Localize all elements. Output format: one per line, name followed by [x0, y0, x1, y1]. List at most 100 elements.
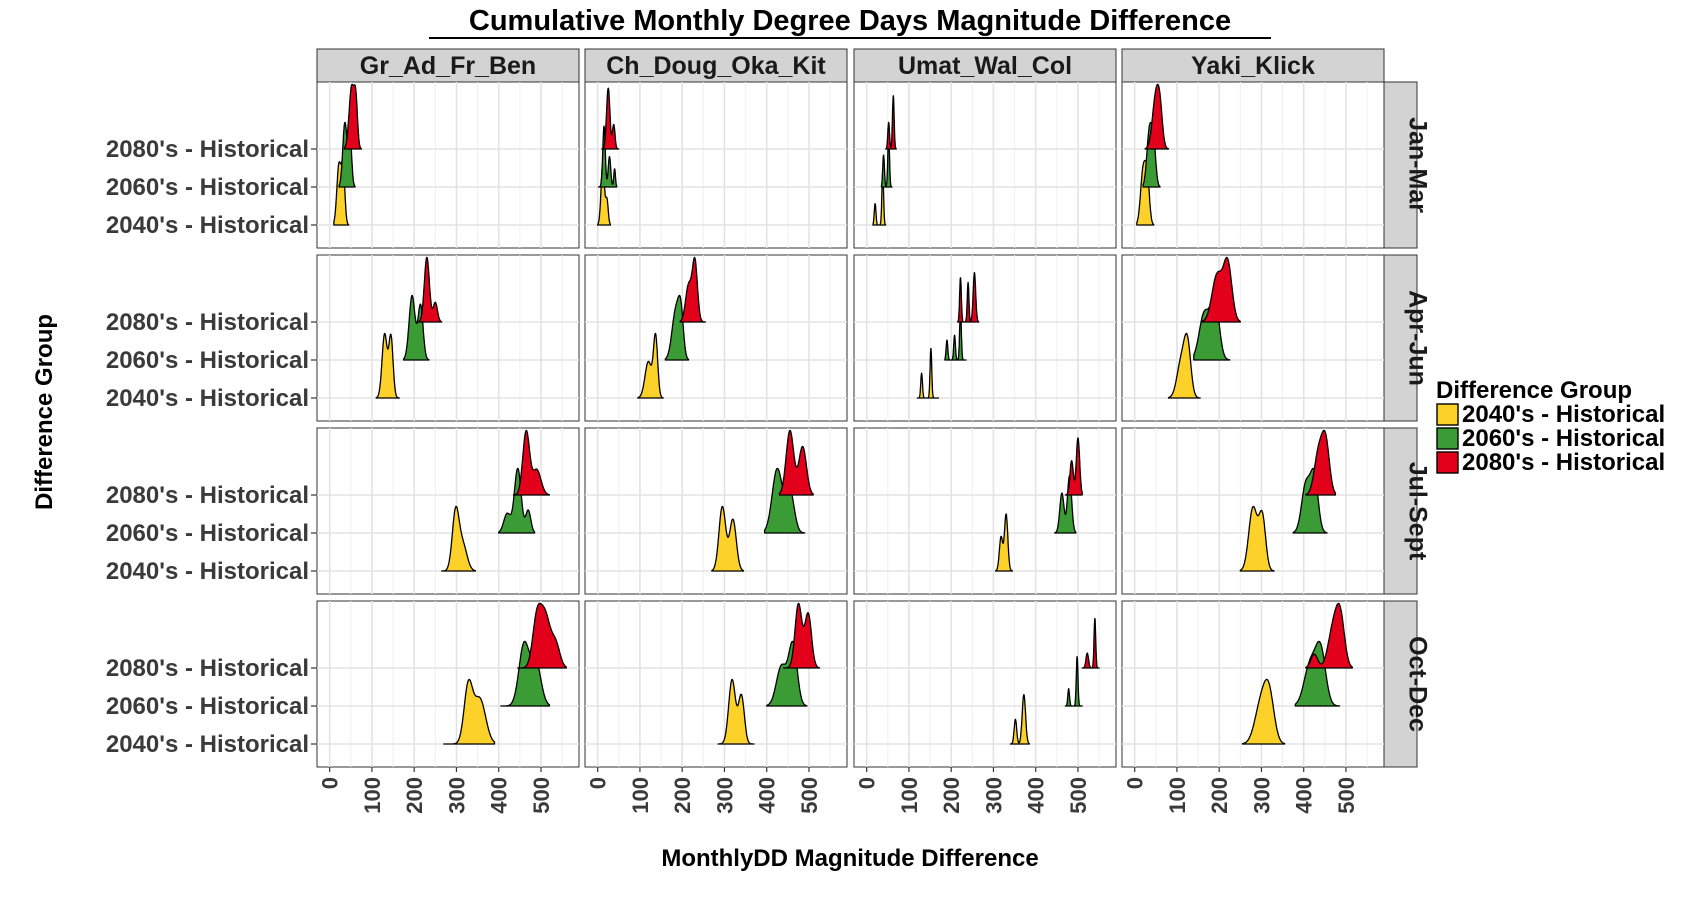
density-ridge [778, 429, 814, 496]
panel-background [853, 254, 1117, 422]
x-tick-label: 400 [755, 777, 780, 814]
density-ridge [679, 256, 707, 323]
density-ridge [766, 640, 808, 707]
column-strip-label: Ch_Doug_Oka_Kit [606, 52, 826, 80]
y-tick-label: 2060's - Historical [106, 347, 309, 374]
ridge-group [441, 429, 551, 572]
density-ridge [1201, 256, 1241, 323]
ridge-group [916, 271, 980, 399]
density-ridge [375, 332, 401, 399]
x-axis-title: MonthlyDD Magnitude Difference [661, 845, 1038, 872]
ridge-group [443, 602, 567, 745]
density-ridge [402, 294, 430, 361]
y-tick-label: 2040's - Historical [106, 212, 309, 239]
row-strip [1383, 600, 1418, 768]
facet-panel [1121, 427, 1385, 595]
panel-background [316, 81, 580, 249]
x-tick-label: 100 [360, 777, 385, 814]
facet-panel [1121, 81, 1385, 249]
y-tick-label: 2060's - Historical [106, 174, 309, 201]
density-ridge [443, 678, 496, 745]
row-strip-label: Apr-Jun [1404, 290, 1432, 386]
ridge-group [1009, 617, 1100, 745]
density-ridge [1305, 429, 1337, 496]
density-ridge [1305, 602, 1353, 669]
legend-label: 2060's - Historical [1462, 425, 1665, 452]
x-tick-label: 500 [1334, 777, 1359, 814]
y-tick-label: 2080's - Historical [106, 482, 309, 509]
x-tick-label: 400 [1292, 777, 1317, 814]
density-ridge [994, 513, 1014, 572]
x-tick-label: 300 [981, 777, 1006, 814]
ridge-group [333, 83, 363, 226]
panel-background [1121, 81, 1385, 249]
density-ridge [1239, 505, 1275, 572]
x-tick-label: 500 [797, 777, 822, 814]
ridge-group [711, 429, 814, 572]
column-strip-label: Umat_Wal_Col [898, 52, 1072, 80]
x-tick-label: 300 [444, 777, 469, 814]
density-ridge [944, 309, 967, 361]
panel-background [853, 81, 1117, 249]
y-axis-title: Difference Group [31, 314, 58, 510]
density-ridge [664, 294, 690, 361]
panel-background [584, 81, 848, 249]
ridge-group [1241, 602, 1353, 745]
row-strip-label: Jul-Sept [1404, 462, 1432, 561]
row-strip-label: Jan-Mar [1404, 117, 1432, 213]
facet-panel [316, 254, 580, 422]
density-ridge [1064, 655, 1083, 707]
y-tick-label: 2040's - Historical [106, 558, 309, 585]
y-tick-label: 2080's - Historical [106, 136, 309, 163]
x-tick-label: 200 [939, 777, 964, 814]
row-strip-label: Oct-Dec [1404, 636, 1432, 732]
density-ridge [1241, 678, 1286, 745]
density-ridge [498, 467, 536, 534]
ridge-group [637, 256, 707, 399]
facet-panel [584, 600, 848, 768]
facet-panel [316, 81, 580, 249]
legend-swatch [1436, 403, 1459, 426]
density-ridge [415, 256, 443, 323]
panel-background [1121, 254, 1385, 422]
density-ridge [916, 347, 940, 399]
x-tick-label: 300 [712, 777, 737, 814]
density-ridge [601, 87, 620, 150]
density-ridge [1136, 159, 1155, 226]
facet-panel [316, 427, 580, 595]
density-ridge [512, 429, 551, 496]
facet-panel [584, 254, 848, 422]
density-ridge [343, 83, 363, 150]
x-tick-label: 0 [318, 777, 343, 789]
facet-panel [1121, 254, 1385, 422]
density-ridge [1167, 332, 1201, 399]
density-ridge [517, 602, 567, 669]
density-ridge [1064, 437, 1083, 496]
ridge-group [1136, 83, 1170, 226]
x-tick-label: 0 [1123, 777, 1148, 789]
facet-panel [853, 254, 1117, 422]
density-ridge [597, 125, 618, 188]
panel-background [316, 254, 580, 422]
x-tick-label: 0 [855, 777, 880, 789]
ridge-group [1239, 429, 1337, 572]
column-strip-label: Yaki_Klick [1191, 52, 1315, 80]
density-ridge [637, 332, 664, 399]
y-tick-label: 2080's - Historical [106, 655, 309, 682]
legend-swatch [1436, 451, 1459, 474]
ridge-group [994, 437, 1083, 572]
x-tick-label: 0 [586, 777, 611, 789]
ridge-group [872, 95, 897, 226]
x-tick-label: 400 [487, 777, 512, 814]
facet-panel [584, 427, 848, 595]
x-tick-label: 200 [402, 777, 427, 814]
density-ridge [956, 271, 980, 323]
y-tick-label: 2040's - Historical [106, 385, 309, 412]
ridge-group [597, 87, 620, 226]
panel-background [584, 254, 848, 422]
density-ridge [1144, 83, 1170, 150]
x-tick-label: 100 [628, 777, 653, 814]
density-ridge [500, 640, 551, 707]
